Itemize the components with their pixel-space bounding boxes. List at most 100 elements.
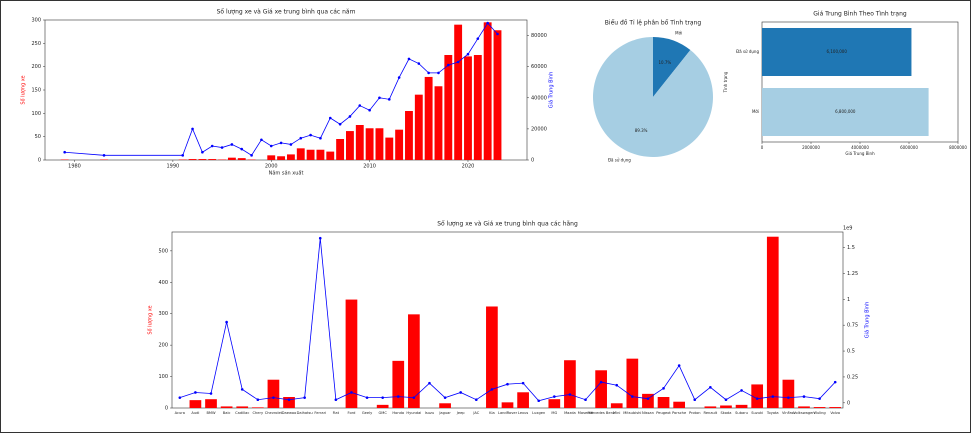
- price-point: [486, 21, 489, 25]
- bar: [798, 406, 810, 408]
- x-tick-label: Hyundai: [406, 411, 421, 415]
- price-point: [428, 381, 431, 385]
- x-tick-label: JAC: [472, 411, 479, 415]
- x-axis-label: Giá Trung Bình: [845, 151, 875, 156]
- bar: [267, 379, 280, 408]
- pie-slice: [593, 37, 714, 157]
- price-point: [338, 122, 342, 126]
- price-point: [584, 398, 587, 402]
- price-point: [447, 63, 450, 67]
- price-point: [358, 104, 362, 107]
- x-axis-label: Năm sản xuất: [269, 170, 304, 177]
- price-point: [724, 398, 728, 402]
- price-point: [459, 391, 462, 394]
- x-tick-label: Nissan: [642, 411, 654, 415]
- y-axis-label: Số lượng xe: [147, 305, 154, 334]
- price-point: [397, 76, 401, 79]
- y2-tick-label: 1.5: [847, 245, 855, 251]
- bar: [642, 393, 654, 408]
- bar: [283, 397, 295, 408]
- price-point: [260, 138, 263, 142]
- bar: [236, 406, 249, 408]
- bar: [782, 379, 795, 408]
- price-point: [220, 146, 224, 149]
- price-point: [381, 396, 384, 399]
- price-point: [299, 136, 303, 140]
- bar: [439, 403, 451, 408]
- price-point: [210, 144, 214, 148]
- x-tick-label: 6000000: [900, 145, 918, 150]
- price-point: [289, 143, 293, 146]
- x-tick-label: Acura: [175, 411, 185, 415]
- price-point: [309, 133, 312, 137]
- price-point: [256, 398, 260, 402]
- y-tick-label: 150: [31, 88, 41, 94]
- price-point: [269, 144, 273, 148]
- bar: [277, 156, 286, 160]
- price-point: [348, 115, 352, 118]
- price-point: [568, 393, 572, 396]
- bar: [735, 404, 748, 408]
- y2-tick-label: 0.5: [847, 349, 855, 355]
- x-tick-label: Peugeot: [656, 411, 671, 415]
- y-tick-label: 100: [31, 111, 41, 117]
- bar: [188, 159, 197, 160]
- bar: [296, 148, 305, 160]
- x-tick-label: Fiat: [333, 411, 340, 415]
- x-tick-label: 2010: [363, 164, 376, 170]
- x-tick-label: Audi: [191, 411, 199, 415]
- slice-value-label: 10.7%: [659, 60, 672, 65]
- price-point: [194, 391, 197, 394]
- price-point: [771, 395, 775, 398]
- y2-tick-label: 40000: [531, 95, 547, 101]
- y-axis-label: Số lượng xe: [20, 75, 27, 104]
- slice-label: Đã sử dụng: [608, 157, 631, 162]
- x-tick-label: 2000: [265, 164, 278, 170]
- bar: [766, 236, 779, 408]
- bar: [720, 405, 732, 408]
- bar: [464, 56, 472, 160]
- price-point: [474, 398, 478, 402]
- y-tick-label: 300: [31, 18, 41, 24]
- y-tick-label: 100: [158, 374, 168, 380]
- y-tick-label: 250: [31, 41, 41, 47]
- x-tick-label: 2000000: [802, 145, 820, 150]
- bar: [493, 30, 502, 161]
- bar: [548, 399, 561, 408]
- price-point: [201, 150, 204, 154]
- x-tick-label: Skoda: [721, 411, 732, 415]
- bar: [345, 299, 358, 408]
- price-point: [279, 141, 283, 145]
- y2-offset: 1e9: [843, 226, 852, 232]
- x-tick-label: Toyota: [766, 411, 779, 415]
- price-point: [755, 397, 759, 400]
- y2-axis-label: Giá Trung Bình: [864, 302, 871, 339]
- y-tick-label: 0: [165, 406, 168, 412]
- x-tick-label: BMW: [206, 411, 216, 415]
- slice-value-label: 89.3%: [635, 128, 648, 133]
- bar: [595, 370, 607, 408]
- x-tick-label: Renault: [704, 411, 718, 415]
- y2-tick-label: 80000: [531, 33, 547, 39]
- y-tick-label: 200: [158, 343, 168, 349]
- price-point: [181, 154, 185, 157]
- chart-title: Giá Trung Bình Theo Tình trạng: [813, 11, 907, 18]
- x-tick-label: Jaguar: [438, 411, 451, 415]
- price-point: [240, 388, 244, 391]
- y2-tick-label: 1: [847, 297, 850, 303]
- bar: [626, 358, 639, 408]
- bar: [326, 151, 335, 160]
- bar: [395, 129, 404, 160]
- price-point: [209, 392, 213, 395]
- chart-title: Số lượng xe và Giá xe trung bình qua các…: [217, 9, 356, 16]
- bar: [829, 407, 842, 408]
- price-point: [709, 385, 712, 389]
- x-tick-label: GMC: [378, 411, 387, 415]
- price-point: [240, 147, 244, 151]
- price-point: [350, 391, 353, 394]
- bar: [414, 94, 423, 160]
- bar: [306, 149, 315, 160]
- x-tick-label: Isuzu: [425, 411, 434, 415]
- chart-title: Biểu đồ Tỉ lệ phân bổ Tình trạng: [605, 19, 702, 27]
